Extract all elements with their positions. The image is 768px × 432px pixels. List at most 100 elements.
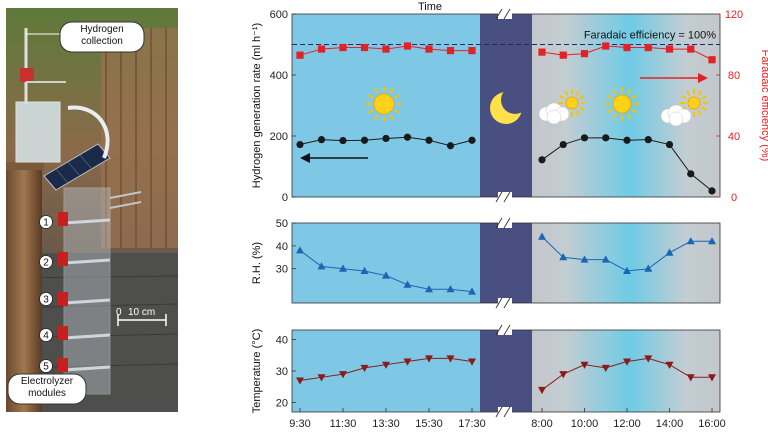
data-point	[403, 280, 412, 288]
data-point	[644, 355, 653, 363]
x-tick-label: 12:00	[613, 418, 641, 430]
data-point	[601, 364, 610, 373]
data-point	[538, 386, 546, 395]
data-point	[360, 136, 369, 144]
sun-ray	[701, 106, 707, 111]
axis-break-slash	[503, 324, 511, 336]
y-tick-label: 40	[276, 334, 288, 346]
sun-ray	[606, 109, 613, 114]
y2-tick-label: 0	[731, 192, 737, 204]
sun-ray	[579, 106, 585, 111]
module-badge-circle	[39, 255, 53, 269]
x-tick-label: 11:30	[330, 418, 357, 430]
cloud-puff	[546, 109, 562, 125]
data-point	[708, 374, 716, 382]
sun-ray	[389, 114, 394, 121]
sun-ray	[612, 88, 617, 95]
data-point	[602, 42, 610, 50]
electrolyzer-modules-label: Electrolyzer modules	[21, 376, 74, 399]
module-badge-circle	[39, 328, 53, 342]
data-point	[623, 266, 631, 274]
data-point	[687, 170, 695, 178]
chart-relative-humidity: 30 40 50 R.H. (%)	[251, 217, 721, 309]
solar-electrolyzer-photo: Hydrogen collection Electrolyzer modules 1…	[6, 8, 178, 412]
data-point	[665, 140, 674, 149]
data-point	[339, 371, 347, 379]
axis-break-gap	[498, 298, 512, 308]
axis-break-gap	[498, 325, 512, 335]
scale-bar: 0 10 cm	[116, 307, 167, 326]
data-point	[360, 43, 369, 52]
data-point	[708, 187, 716, 195]
data-point	[708, 237, 716, 245]
y-tick-label: 40	[276, 241, 288, 253]
sun-icon-small	[680, 89, 708, 117]
data-point	[382, 45, 390, 53]
axis-break-slash	[495, 406, 503, 418]
data-point	[296, 246, 304, 254]
y-axis-label: R.H. (%)	[251, 242, 263, 284]
sun-ray	[374, 114, 379, 121]
hydrogen-collection-callout: Hydrogen collection	[26, 21, 145, 53]
cloud-puff	[668, 111, 684, 127]
sun-ray	[631, 109, 638, 114]
data-point	[601, 255, 610, 263]
x-tick-label: 16:00	[698, 418, 726, 430]
right-axis-arrowhead	[698, 73, 708, 83]
data-point	[403, 133, 412, 141]
axis-break-mark	[495, 8, 512, 20]
axis-break-mark	[495, 191, 512, 203]
sun-ray	[367, 94, 374, 99]
water-reservoir	[15, 101, 61, 163]
data-point	[559, 140, 567, 149]
sun-ray	[627, 113, 632, 120]
data-point	[317, 45, 326, 53]
sun-disc	[612, 94, 632, 114]
data-point	[623, 358, 631, 366]
solar-panel	[43, 143, 111, 191]
axis-break-gap	[498, 192, 512, 202]
electrolyzer-modules-callout: Electrolyzer modules	[7, 373, 87, 405]
data-point	[425, 136, 433, 144]
sun-ray	[559, 95, 565, 100]
axis-break-gap	[498, 9, 512, 19]
sun-ray	[612, 113, 617, 120]
data-point	[425, 45, 433, 53]
callout-line: collection	[81, 36, 123, 47]
y-tick-label: 400	[270, 70, 288, 82]
x-tick-label: 10:00	[571, 418, 599, 430]
data-point	[403, 358, 412, 366]
axis-break-gap	[498, 407, 512, 417]
cloud-icon	[538, 102, 570, 125]
chart-hydrogen-rate: 0 200 400 600 0 40 80 120 Time Faradaic efficienc…	[251, 1, 768, 204]
sun-ray	[394, 94, 401, 99]
x-tick-label: 14:00	[656, 418, 684, 430]
sun-ray	[394, 109, 401, 114]
x-tick-label: 8:00	[531, 418, 552, 430]
module-number-4: 4	[43, 331, 49, 342]
data-point	[296, 377, 304, 385]
data-point	[580, 255, 589, 263]
data-point	[538, 156, 546, 164]
module-number-3: 3	[43, 295, 49, 306]
x-tick-label: 15:30	[415, 418, 443, 430]
sun-ray	[686, 90, 691, 96]
data-point	[446, 355, 455, 363]
data-point	[425, 285, 433, 293]
data-point	[580, 361, 589, 369]
data-point	[317, 136, 326, 144]
data-point	[446, 47, 455, 55]
axis-break-slash	[503, 406, 511, 418]
axis-break-slash	[503, 297, 511, 309]
axis-break-slash	[495, 191, 503, 203]
sun-ray	[564, 90, 569, 96]
data-point	[538, 232, 546, 240]
data-point	[602, 134, 610, 142]
data-point	[468, 47, 476, 55]
data-point	[382, 361, 390, 369]
wooden-post	[6, 168, 42, 412]
data-point	[468, 136, 476, 144]
sun-ray	[606, 94, 613, 99]
y-tick-label: 20	[276, 398, 288, 410]
data-point	[446, 285, 455, 293]
